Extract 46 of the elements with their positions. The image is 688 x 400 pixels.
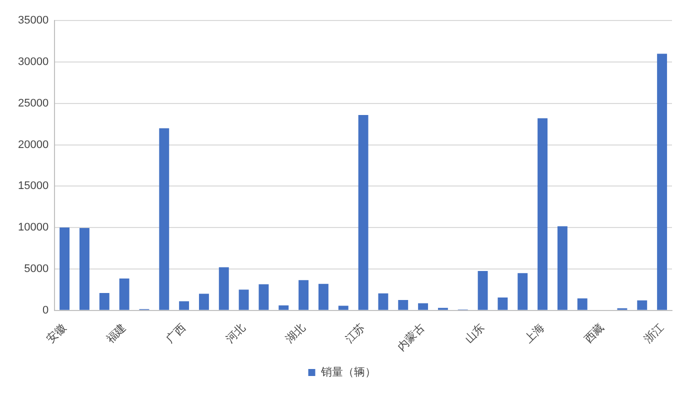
bar [298, 280, 309, 310]
bar [657, 54, 668, 310]
bar [478, 271, 488, 310]
y-tick-label: 20000 [18, 138, 49, 151]
x-tick-label: 湖北 [283, 321, 308, 346]
y-tick-label: 15000 [18, 180, 49, 192]
y-tick-label: 5000 [24, 262, 49, 275]
bar [119, 278, 130, 310]
y-tick-label: 35000 [18, 14, 49, 27]
x-tick-label: 山东 [462, 321, 488, 346]
bar [637, 300, 648, 310]
y-tick-label: 25000 [18, 97, 49, 110]
bar [557, 226, 568, 310]
x-tick-label: 广西 [164, 321, 188, 346]
bar [278, 305, 289, 310]
x-tick-label: 内蒙古 [394, 321, 428, 354]
bar [218, 267, 229, 310]
y-tick-label: 10000 [18, 222, 49, 234]
bar [318, 284, 328, 310]
bar [358, 114, 368, 310]
bar [498, 298, 508, 310]
bar [198, 294, 209, 310]
x-tick-label: 浙江 [642, 321, 666, 346]
bar [79, 228, 90, 310]
y-tick-label: 30000 [18, 56, 49, 68]
bar [518, 273, 528, 310]
bar [238, 290, 249, 310]
x-tick-label: 江苏 [342, 321, 368, 346]
bar [179, 301, 190, 310]
bar [418, 303, 428, 310]
y-tick-label: 0 [42, 304, 49, 316]
bar [258, 284, 269, 310]
bar [378, 293, 388, 310]
legend-label: 销量（辆） [320, 366, 376, 379]
x-tick-label: 福建 [104, 321, 129, 346]
bar [538, 118, 548, 310]
bar [577, 298, 588, 310]
x-tick-label: 上海 [522, 321, 547, 346]
bar [60, 228, 70, 310]
bar [338, 306, 348, 310]
bar [398, 300, 408, 310]
bar [99, 292, 110, 310]
x-tick-label: 安徽 [44, 321, 69, 346]
x-tick-label: 河北 [223, 321, 248, 346]
bar [159, 128, 170, 310]
x-tick-label: 西藏 [582, 321, 607, 346]
